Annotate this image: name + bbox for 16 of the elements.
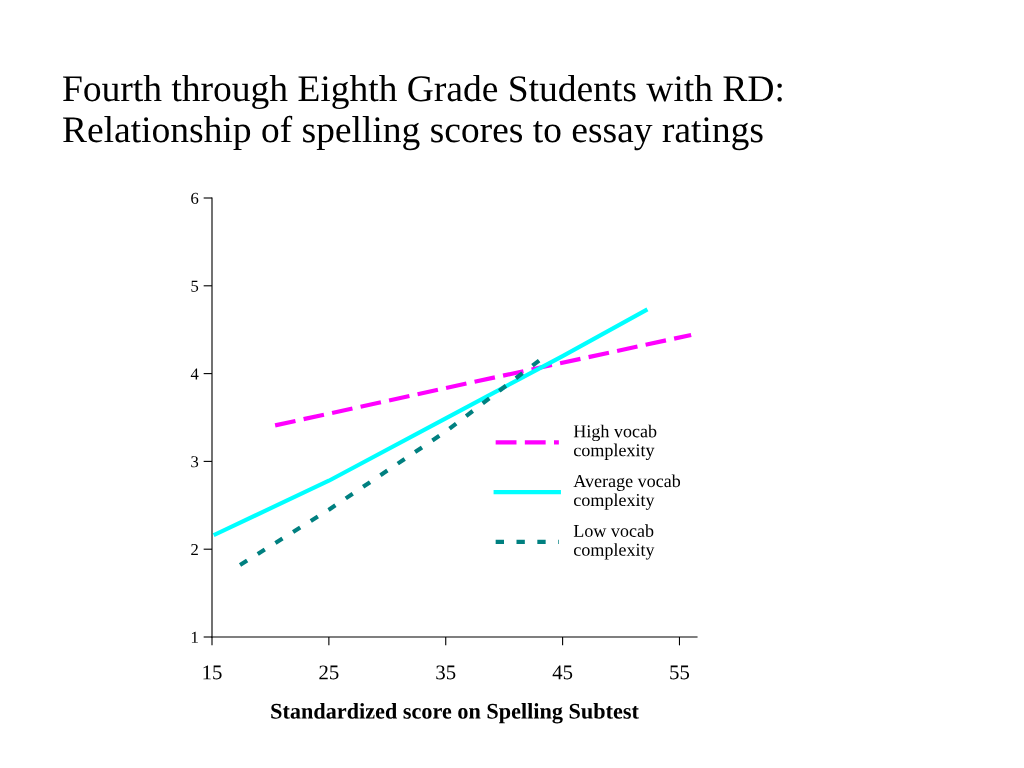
legend-label: Average vocab complexity (573, 474, 681, 510)
legend-label: High vocab complexity (573, 424, 657, 461)
y-tick-label: 5 (191, 280, 199, 292)
x-tick-label: 35 (436, 665, 456, 680)
x-tick-label: 15 (203, 665, 222, 680)
legend-label: Low vocab complexity (573, 524, 655, 560)
y-tick-label: 4 (190, 368, 199, 380)
chart-title: Fourth through Eighth Grade Students with RD: Relationship of spelling scores to essay ratings (63, 75, 782, 151)
y-tick-label: 3 (191, 456, 199, 468)
y-tick-label: 6 (191, 192, 199, 204)
y-tick-label: 2 (191, 543, 198, 555)
x-tick-label: 55 (670, 665, 690, 680)
x-tick-label: 45 (552, 665, 573, 680)
y-tick-label: 1 (191, 631, 198, 643)
x-tick-label: 25 (319, 665, 339, 680)
x-axis-title: Standardized score on Spelling Subtest (271, 703, 639, 724)
